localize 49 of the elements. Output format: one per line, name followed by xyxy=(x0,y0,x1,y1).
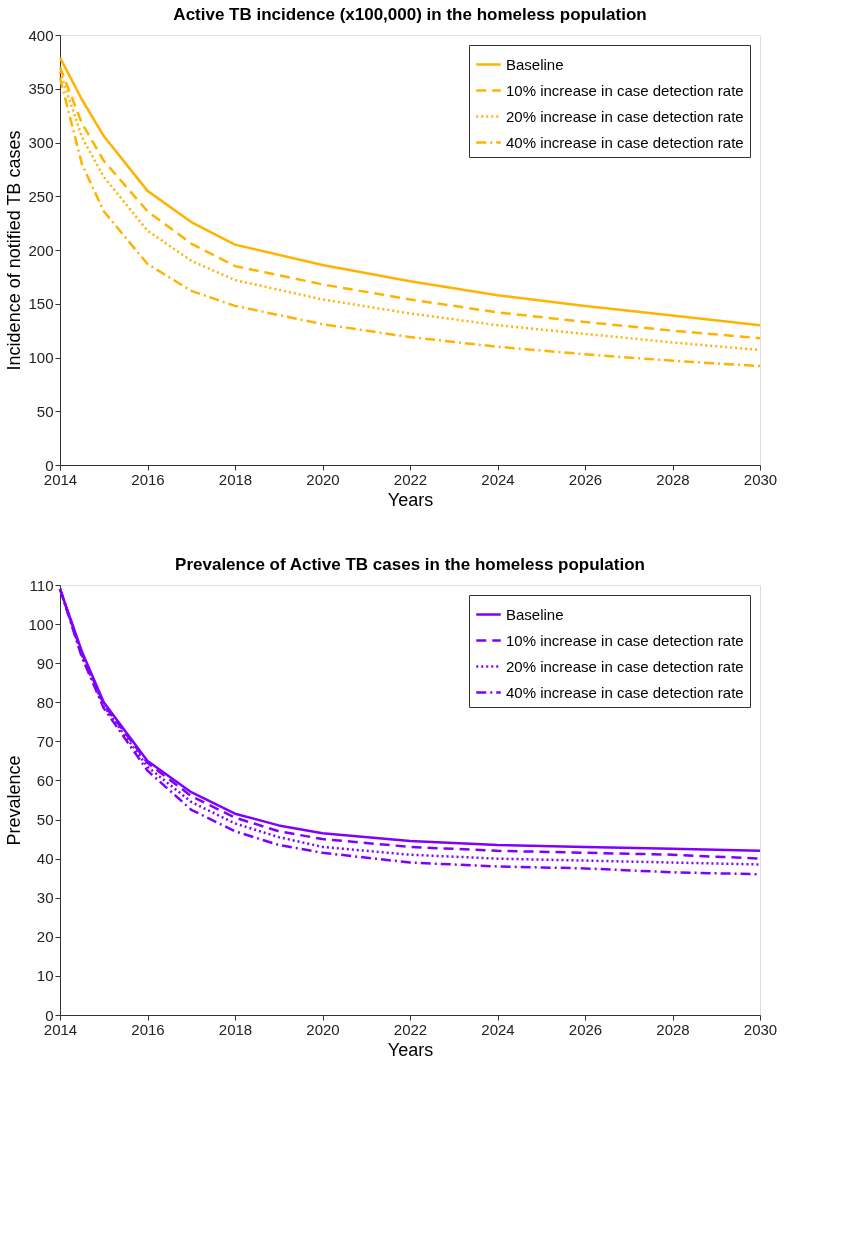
y-axis-title: Incidence of notified TB cases xyxy=(4,130,25,371)
x-tick-label: 2018 xyxy=(218,470,253,488)
x-tick-label: 2020 xyxy=(306,470,340,488)
legend-label: Baseline xyxy=(506,55,564,73)
x-axis-title: Years xyxy=(387,489,434,510)
x-tick-label: 2020 xyxy=(306,1020,340,1038)
x-tick-label: 2030 xyxy=(743,470,778,488)
y-tick-label: 100 xyxy=(28,615,54,633)
y-axis-title: Prevalence xyxy=(4,755,25,846)
legend-label: 10% increase in case detection rate xyxy=(506,81,744,99)
x-tick-label: 2028 xyxy=(656,470,690,488)
y-tick-label: 110 xyxy=(29,576,54,594)
y-tick-label: 10 xyxy=(36,967,54,985)
y-tick-label: 350 xyxy=(28,80,54,98)
y-tick-label: 90 xyxy=(36,654,54,672)
legend-label: 40% increase in case detection rate xyxy=(506,683,744,701)
y-tick-label: 50 xyxy=(36,811,54,829)
x-tick-label: 2026 xyxy=(568,470,603,488)
y-tick-label: 20 xyxy=(36,928,54,946)
y-tick-label: 80 xyxy=(36,693,54,711)
x-tick-label: 2024 xyxy=(481,470,515,488)
chart-title: Active TB incidence (x100,000) in the homeless population xyxy=(173,5,647,24)
x-tick-label: 2030 xyxy=(743,1020,778,1038)
legend-label: 40% increase in case detection rate xyxy=(506,133,744,151)
legend-label: 20% increase in case detection rate xyxy=(506,107,744,125)
y-tick-label: 30 xyxy=(36,889,54,907)
y-tick-label: 100 xyxy=(28,349,54,366)
x-tick-label: 2016 xyxy=(131,470,165,488)
x-tick-label: 2016 xyxy=(131,1020,165,1038)
y-tick-label: 400 xyxy=(28,26,54,44)
y-tick-label: 300 xyxy=(28,134,54,151)
legend-label: 10% increase in case detection rate xyxy=(506,631,744,649)
y-tick-label: 250 xyxy=(28,187,54,205)
y-tick-label: 150 xyxy=(28,295,54,313)
y-tick-label: 50 xyxy=(36,402,54,420)
x-tick-label: 2028 xyxy=(656,1020,690,1038)
legend-label: 20% increase in case detection rate xyxy=(506,657,744,675)
y-tick-label: 200 xyxy=(28,241,54,259)
x-tick-label: 2022 xyxy=(393,1020,428,1038)
x-tick-label: 2022 xyxy=(393,470,428,488)
x-tick-label: 2024 xyxy=(481,1020,515,1038)
y-tick-label: 70 xyxy=(36,732,54,750)
x-tick-label: 2018 xyxy=(218,1020,253,1038)
x-tick-label: 2026 xyxy=(568,1020,603,1038)
x-axis-title: Years xyxy=(387,1039,434,1060)
y-tick-label: 40 xyxy=(36,850,54,868)
y-tick-label: 60 xyxy=(36,771,54,789)
legend-label: Baseline xyxy=(506,605,564,623)
chart-title: Prevalence of Active TB cases in the homeless population xyxy=(175,555,645,574)
